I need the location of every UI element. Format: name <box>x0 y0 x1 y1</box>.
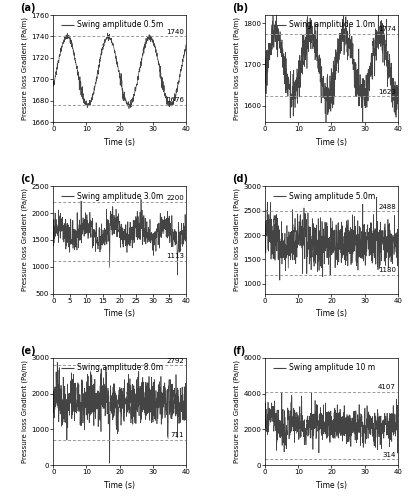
Text: (a): (a) <box>20 3 36 13</box>
Text: 1113: 1113 <box>166 253 184 259</box>
Text: (e): (e) <box>20 346 36 356</box>
Text: Swing amplitude 3.0m: Swing amplitude 3.0m <box>77 192 163 200</box>
Y-axis label: Pressure loss Gradient (Pa/m): Pressure loss Gradient (Pa/m) <box>233 188 240 292</box>
Text: 1774: 1774 <box>377 26 395 32</box>
Text: 314: 314 <box>382 452 395 458</box>
Text: (c): (c) <box>20 174 35 184</box>
X-axis label: Time (s): Time (s) <box>315 480 346 490</box>
Text: 4107: 4107 <box>377 384 395 390</box>
Text: 1180: 1180 <box>377 268 395 274</box>
Y-axis label: Pressure loss Gradient (Pa/m): Pressure loss Gradient (Pa/m) <box>22 360 28 463</box>
Text: 2488: 2488 <box>378 204 395 210</box>
Text: 1740: 1740 <box>166 29 184 35</box>
Text: Swing amplitude 5.0m: Swing amplitude 5.0m <box>288 192 374 200</box>
Text: Swing amplitude 0.5m: Swing amplitude 0.5m <box>77 20 163 29</box>
Y-axis label: Pressure loss Gradient (Pa/m): Pressure loss Gradient (Pa/m) <box>22 188 28 292</box>
Text: Swing amplitude 8.0m: Swing amplitude 8.0m <box>77 363 163 372</box>
Text: (b): (b) <box>231 3 247 13</box>
Y-axis label: Pressure loss Gradient (Pa/m): Pressure loss Gradient (Pa/m) <box>22 17 28 120</box>
Y-axis label: Pressure loss Gradient (Pa/m): Pressure loss Gradient (Pa/m) <box>233 17 240 120</box>
Text: Swing amplitude 10 m: Swing amplitude 10 m <box>288 363 374 372</box>
Y-axis label: Pressure loss Gradient (Pa/m): Pressure loss Gradient (Pa/m) <box>233 360 240 463</box>
Text: 1676: 1676 <box>166 98 184 103</box>
X-axis label: Time (s): Time (s) <box>315 310 346 318</box>
X-axis label: Time (s): Time (s) <box>315 138 346 147</box>
X-axis label: Time (s): Time (s) <box>104 480 135 490</box>
Text: (f): (f) <box>231 346 245 356</box>
Text: 711: 711 <box>170 432 184 438</box>
X-axis label: Time (s): Time (s) <box>104 310 135 318</box>
Text: 2792: 2792 <box>166 358 184 364</box>
Text: 2200: 2200 <box>166 195 184 201</box>
Text: 1623: 1623 <box>377 88 395 94</box>
X-axis label: Time (s): Time (s) <box>104 138 135 147</box>
Text: (d): (d) <box>231 174 247 184</box>
Text: Swing amplitude 1.0m: Swing amplitude 1.0m <box>288 20 374 29</box>
